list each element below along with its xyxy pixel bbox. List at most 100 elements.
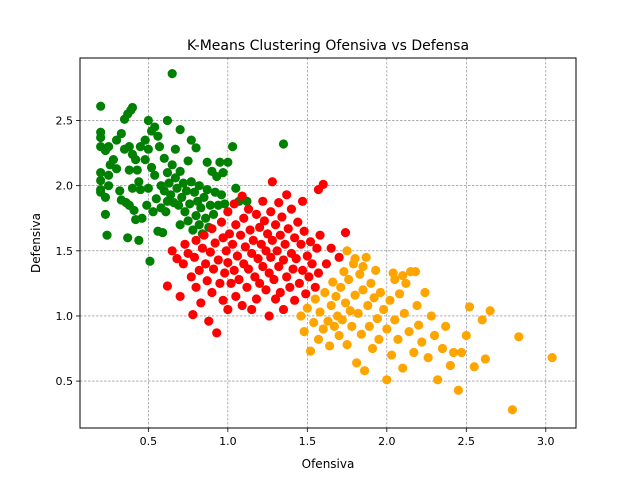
data-point bbox=[400, 309, 409, 318]
data-point bbox=[249, 236, 258, 245]
data-point bbox=[430, 331, 439, 340]
data-point bbox=[315, 307, 324, 316]
data-point bbox=[136, 185, 145, 194]
data-point bbox=[393, 335, 402, 344]
data-point bbox=[404, 327, 413, 336]
data-point bbox=[486, 306, 495, 315]
data-point bbox=[424, 353, 433, 362]
data-point bbox=[137, 214, 146, 223]
data-point bbox=[153, 132, 162, 141]
data-point bbox=[133, 165, 142, 174]
data-point bbox=[214, 255, 223, 264]
y-axis-label: Defensiva bbox=[29, 213, 43, 273]
data-point bbox=[217, 218, 226, 227]
data-point bbox=[134, 177, 143, 186]
data-point bbox=[438, 344, 447, 353]
data-point bbox=[342, 246, 351, 255]
data-point bbox=[176, 292, 185, 301]
data-point bbox=[266, 207, 275, 216]
data-point bbox=[514, 332, 523, 341]
data-point bbox=[360, 366, 369, 375]
data-point bbox=[230, 199, 239, 208]
data-point bbox=[265, 311, 274, 320]
data-point bbox=[306, 347, 315, 356]
data-point bbox=[184, 156, 193, 165]
data-point bbox=[457, 348, 466, 357]
data-point bbox=[158, 228, 167, 237]
data-point bbox=[246, 225, 255, 234]
data-point bbox=[260, 216, 269, 225]
data-point bbox=[325, 341, 334, 350]
data-point bbox=[182, 186, 191, 195]
data-point bbox=[168, 69, 177, 78]
data-point bbox=[228, 142, 237, 151]
data-point bbox=[134, 236, 143, 245]
data-point bbox=[433, 375, 442, 384]
data-point bbox=[196, 203, 205, 212]
data-point bbox=[338, 315, 347, 324]
data-point bbox=[454, 386, 463, 395]
data-point bbox=[180, 207, 189, 216]
x-tick-label: 2.5 bbox=[458, 435, 476, 448]
data-point bbox=[331, 292, 340, 301]
data-point bbox=[277, 212, 286, 221]
data-point bbox=[223, 305, 232, 314]
data-point bbox=[223, 158, 232, 167]
data-point bbox=[242, 283, 251, 292]
data-point bbox=[230, 266, 239, 275]
data-point bbox=[363, 301, 372, 310]
data-point bbox=[253, 254, 262, 263]
data-point bbox=[368, 344, 377, 353]
data-point bbox=[187, 135, 196, 144]
data-point bbox=[311, 294, 320, 303]
data-point bbox=[104, 142, 113, 151]
data-point bbox=[145, 257, 154, 266]
data-point bbox=[379, 305, 388, 314]
data-point bbox=[358, 285, 367, 294]
data-point bbox=[190, 253, 199, 262]
data-point bbox=[150, 171, 159, 180]
x-tick-label: 0.5 bbox=[140, 435, 158, 448]
data-point bbox=[231, 184, 240, 193]
data-point bbox=[261, 285, 270, 294]
data-point bbox=[207, 288, 216, 297]
data-point bbox=[236, 231, 245, 240]
data-point bbox=[206, 248, 215, 257]
data-point bbox=[234, 275, 243, 284]
chart-title: K-Means Clustering Ofensiva vs Defensa bbox=[187, 38, 469, 54]
data-point bbox=[327, 301, 336, 310]
data-point bbox=[279, 255, 288, 264]
data-point bbox=[218, 168, 227, 177]
data-point bbox=[314, 268, 323, 277]
data-point bbox=[303, 304, 312, 313]
data-point bbox=[290, 296, 299, 305]
data-point bbox=[187, 177, 196, 186]
data-point bbox=[155, 142, 164, 151]
data-point bbox=[239, 214, 248, 223]
x-tick-label: 1.5 bbox=[299, 435, 317, 448]
data-point bbox=[276, 288, 285, 297]
data-point bbox=[102, 231, 111, 240]
data-point bbox=[196, 298, 205, 307]
data-point bbox=[149, 207, 158, 216]
data-point bbox=[168, 160, 177, 169]
data-point bbox=[144, 184, 153, 193]
x-tick-label: 2.0 bbox=[378, 435, 396, 448]
data-point bbox=[215, 158, 224, 167]
data-point bbox=[238, 301, 247, 310]
data-point bbox=[330, 322, 339, 331]
x-tick-label: 1.0 bbox=[219, 435, 237, 448]
data-point bbox=[314, 335, 323, 344]
data-point bbox=[201, 214, 210, 223]
data-point bbox=[411, 267, 420, 276]
data-point bbox=[223, 258, 232, 267]
data-point bbox=[109, 155, 118, 164]
data-point bbox=[449, 348, 458, 357]
data-point bbox=[385, 296, 394, 305]
data-point bbox=[300, 227, 309, 236]
data-point bbox=[296, 240, 305, 249]
data-point bbox=[462, 331, 471, 340]
data-point bbox=[188, 310, 197, 319]
data-point bbox=[207, 224, 216, 233]
